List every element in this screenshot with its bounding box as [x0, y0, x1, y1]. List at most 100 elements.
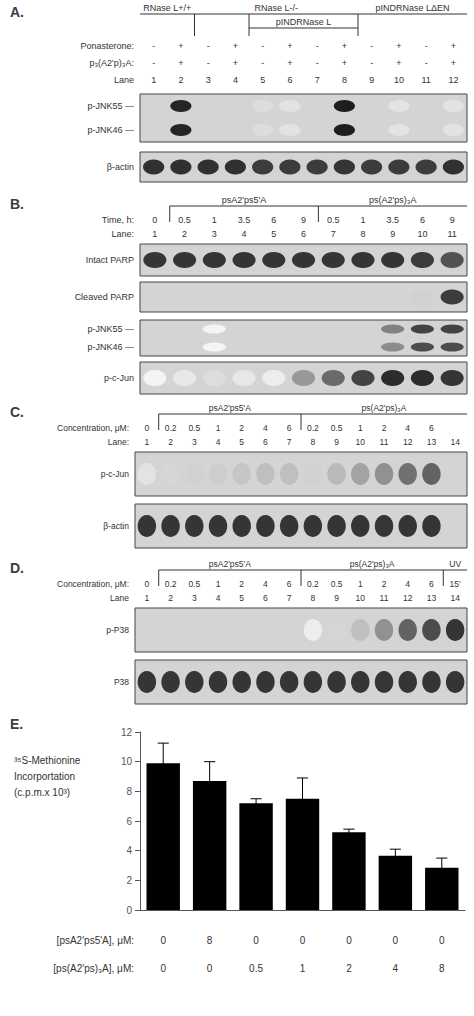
svg-text:+: +	[233, 58, 238, 68]
svg-text:0.5: 0.5	[178, 215, 191, 225]
svg-text:Concentration, μM:: Concentration, μM:	[57, 579, 129, 589]
svg-text:12: 12	[403, 437, 413, 447]
svg-text:1: 1	[216, 579, 221, 589]
svg-text:7: 7	[287, 437, 292, 447]
svg-text:7: 7	[331, 229, 336, 239]
svg-text:psA2'ps5'A: psA2'ps5'A	[209, 559, 251, 569]
svg-text:0: 0	[152, 215, 157, 225]
svg-text:0: 0	[346, 935, 352, 946]
svg-text:6: 6	[429, 579, 434, 589]
svg-text:4: 4	[393, 963, 399, 974]
svg-text:E.: E.	[10, 716, 23, 732]
svg-text:8: 8	[342, 75, 347, 85]
svg-text:11: 11	[380, 437, 389, 447]
svg-text:5: 5	[271, 229, 276, 239]
svg-text:RNase L-/-: RNase L-/-	[254, 3, 298, 13]
svg-text:P38: P38	[114, 677, 129, 687]
svg-text:3: 3	[212, 229, 217, 239]
svg-text:13: 13	[427, 437, 437, 447]
svg-text:1: 1	[358, 423, 363, 433]
svg-text:9: 9	[334, 437, 339, 447]
svg-text:0.2: 0.2	[165, 579, 177, 589]
svg-text:1: 1	[144, 593, 149, 603]
svg-text:+: +	[396, 41, 401, 51]
svg-text:2: 2	[239, 423, 244, 433]
svg-text:8: 8	[310, 593, 315, 603]
svg-text:8: 8	[310, 437, 315, 447]
svg-text:0: 0	[393, 935, 399, 946]
svg-text:+: +	[178, 41, 183, 51]
svg-text:15': 15'	[450, 579, 461, 589]
svg-text:D.: D.	[10, 560, 24, 576]
svg-text:0.5: 0.5	[188, 423, 200, 433]
svg-text:8: 8	[439, 963, 445, 974]
svg-text:5: 5	[260, 75, 265, 85]
svg-text:6: 6	[271, 215, 276, 225]
svg-text:A.: A.	[10, 4, 24, 20]
svg-text:1: 1	[300, 963, 306, 974]
svg-text:4: 4	[405, 423, 410, 433]
svg-text:4: 4	[242, 229, 247, 239]
svg-text:11: 11	[421, 75, 430, 85]
svg-text:-: -	[370, 58, 373, 68]
svg-text:C.: C.	[10, 404, 24, 420]
svg-text:0: 0	[126, 905, 132, 916]
svg-text:9: 9	[334, 593, 339, 603]
svg-text:2: 2	[168, 437, 173, 447]
svg-text:+: +	[233, 41, 238, 51]
svg-text:2: 2	[346, 963, 352, 974]
svg-text:2: 2	[382, 423, 387, 433]
svg-text:-: -	[152, 41, 155, 51]
svg-text:Lane: Lane	[110, 593, 129, 603]
svg-text:β-actin: β-actin	[103, 521, 129, 531]
svg-text:4: 4	[405, 579, 410, 589]
svg-text:0.5: 0.5	[331, 579, 343, 589]
svg-text:1: 1	[144, 437, 149, 447]
svg-text:+: +	[396, 58, 401, 68]
svg-text:4: 4	[126, 845, 132, 856]
svg-text:pINDRNase LΔEN: pINDRNase LΔEN	[375, 3, 449, 13]
svg-text:9: 9	[369, 75, 374, 85]
svg-text:Ponasterone:: Ponasterone:	[80, 41, 134, 51]
svg-text:p-JNK46 —: p-JNK46 —	[87, 125, 134, 135]
svg-text:4: 4	[263, 423, 268, 433]
svg-text:-: -	[207, 58, 210, 68]
svg-text:-: -	[425, 58, 428, 68]
svg-text:2: 2	[178, 75, 183, 85]
svg-text:4: 4	[216, 593, 221, 603]
svg-text:1: 1	[216, 423, 221, 433]
svg-text:0.5: 0.5	[249, 963, 263, 974]
svg-text:12: 12	[121, 727, 133, 738]
svg-text:+: +	[342, 58, 347, 68]
svg-text:-: -	[316, 58, 319, 68]
svg-text:Time, h:: Time, h:	[102, 215, 134, 225]
svg-text:Incorportation: Incorportation	[14, 771, 75, 782]
svg-text:p-P38: p-P38	[106, 625, 129, 635]
svg-text:8: 8	[126, 786, 132, 797]
svg-text:12: 12	[448, 75, 458, 85]
svg-text:7: 7	[287, 593, 292, 603]
svg-text:2: 2	[239, 579, 244, 589]
svg-text:0: 0	[160, 935, 166, 946]
svg-text:6: 6	[263, 593, 268, 603]
svg-text:+: +	[451, 58, 456, 68]
svg-text:0: 0	[300, 935, 306, 946]
svg-text:3: 3	[192, 593, 197, 603]
svg-text:3: 3	[206, 75, 211, 85]
svg-text:1: 1	[151, 75, 156, 85]
svg-text:Cleaved PARP: Cleaved PARP	[75, 292, 134, 302]
svg-text:2: 2	[182, 229, 187, 239]
svg-text:[psA2'ps5'A], μM:: [psA2'ps5'A], μM:	[57, 935, 134, 946]
svg-text:10: 10	[394, 75, 404, 85]
svg-text:Lane:: Lane:	[108, 437, 129, 447]
svg-text:-: -	[261, 58, 264, 68]
svg-text:p₃(A2'p)₃A:: p₃(A2'p)₃A:	[89, 58, 134, 68]
svg-text:Intact PARP: Intact PARP	[86, 255, 134, 265]
svg-text:UV: UV	[449, 559, 461, 569]
svg-text:-: -	[152, 58, 155, 68]
svg-text:p-JNK55 —: p-JNK55 —	[87, 324, 134, 334]
svg-text:+: +	[287, 58, 292, 68]
svg-text:+: +	[178, 58, 183, 68]
svg-text:-: -	[370, 41, 373, 51]
svg-text:6: 6	[301, 229, 306, 239]
